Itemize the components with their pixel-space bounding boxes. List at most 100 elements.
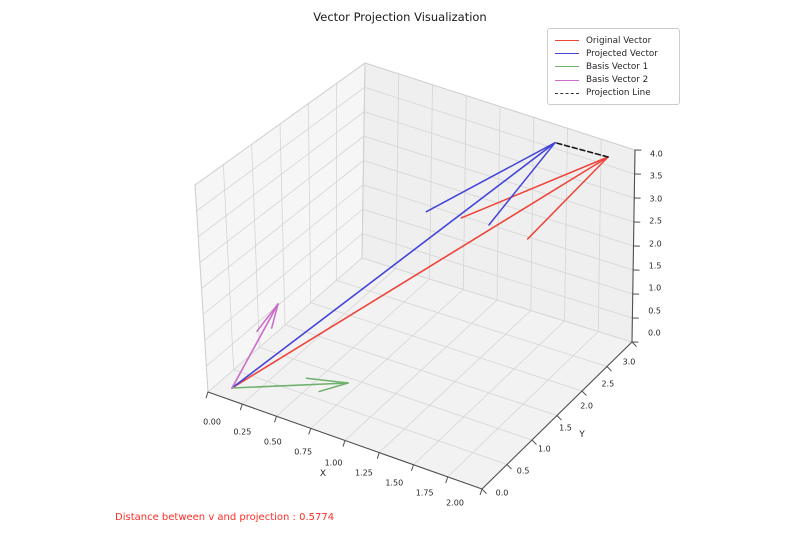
y-tick-label: 2.5 [601,379,615,389]
x-tick-label: 1.75 [415,488,434,498]
y-tick-label: 1.0 [537,444,551,454]
y-tick-label: 0.5 [516,466,530,476]
interior-vertical-edge [361,62,366,259]
x-tick-label: 0.25 [233,427,252,437]
x-tick [411,464,414,471]
x-tick-label: 1.00 [324,458,343,467]
x-tick [445,476,449,484]
legend: Original Vector Projected Vector Basis Vec… [547,28,680,105]
vector-projected-vector-shaft [231,141,556,389]
x-tick [239,403,243,411]
legend-item: Projection Line [555,87,672,100]
projection-line [554,141,609,158]
vector-basis-vector-1-head [305,377,349,384]
y-axis-label: Y [579,430,585,440]
y-tick [631,341,637,347]
right-grid-z [361,257,633,343]
x-tick [274,415,277,423]
vector-basis-vector-2-shaft [231,303,279,389]
x-tick-label: 1.50 [385,478,404,488]
legend-line-sample [555,40,579,42]
x-tick-label: 2.00 [446,498,464,508]
right-grid-z [363,135,635,223]
y-tick [506,464,512,470]
z-tick-label: 3.0 [649,194,663,204]
y-tick [581,390,587,396]
floor-grid-y [284,324,558,416]
legend-label: Basis Vector 1 [586,61,649,72]
right-grid-z [362,184,634,271]
y-tick-label: 2.0 [580,401,594,411]
z-tick-label: 0.0 [648,328,661,338]
left-grid-z [199,135,365,264]
vector-original-vector-head [526,156,609,240]
x-tick [342,440,346,447]
vector-basis-vector-1-shaft [231,382,349,389]
right-grid-z [364,86,636,175]
legend-item: Projected Vector [555,47,672,60]
z-tick-label: 0.5 [648,306,661,316]
left-grid-z [207,257,363,393]
legend-label: Projected Vector [586,48,658,59]
legend-line-sample [555,92,579,94]
x-tick [205,391,209,399]
legend-label: Original Vector [586,35,652,46]
y-tick-label: 0.0 [495,488,509,498]
right-grid-z [363,111,635,199]
z-tick-label: 2.5 [649,216,662,226]
legend-line-sample [555,79,579,81]
top-right-edge [364,62,636,151]
floor-grid-y [335,279,608,367]
z-tick-label: 1.5 [648,261,662,271]
vector-original-vector-shaft [231,156,609,389]
distance-annotation: Distance between v and projection : 0.57… [115,512,335,523]
x-axis-label: X [319,469,327,479]
left-grid-z [202,184,364,315]
legend-label: Basis Vector 2 [586,75,649,86]
y-tick-label: 1.5 [559,423,572,432]
floor-pane [208,258,632,489]
z-tick-label: 1.0 [648,283,662,293]
y-tick [606,366,612,372]
x-tick-label: 0.75 [294,447,313,457]
x-tick [479,488,483,496]
y-tick [531,439,537,445]
left-edge [194,184,209,393]
plot-title: Vector Projection Visualization [313,10,487,24]
x-tick [308,427,312,435]
left-wall-pane [195,63,365,392]
legend-label: Projection Line [586,88,651,99]
x-tick [376,452,380,459]
z-tick-label: 3.5 [649,171,663,181]
left-grid-z [205,233,363,367]
x-tick-label: 0.50 [263,437,282,447]
legend-item: Basis Vector 2 [555,74,672,87]
legend-item: Basis Vector 1 [555,60,672,73]
right-grid-z [361,233,633,319]
z-tick-label: 4.0 [650,149,663,159]
vector-basis-vector-1-head [318,382,349,393]
left-grid-z [197,111,365,238]
floor-grid-y [258,346,533,441]
left-grid-z [196,86,366,212]
x-tick-label: 0.00 [203,417,221,427]
vector-basis-vector-2-head [256,303,279,333]
y-tick [481,488,487,494]
left-grid-z [204,208,364,341]
top-left-edge [194,62,366,186]
floor-grid-y [310,302,583,392]
vector-basis-vector-2-head [270,303,279,329]
right-grid-z [362,208,634,295]
vector-projected-vector-head [488,141,556,226]
y-tick [556,415,562,421]
x-tick-label: 1.25 [354,468,373,478]
vector-projected-vector-head [425,141,556,213]
legend-line-sample [555,53,579,55]
y-tick-label: 3.0 [622,357,636,367]
legend-line-sample [555,66,579,68]
z-tick-label: 2.0 [649,239,662,248]
left-grid-z [201,160,364,289]
vector-original-vector-head [460,156,609,219]
